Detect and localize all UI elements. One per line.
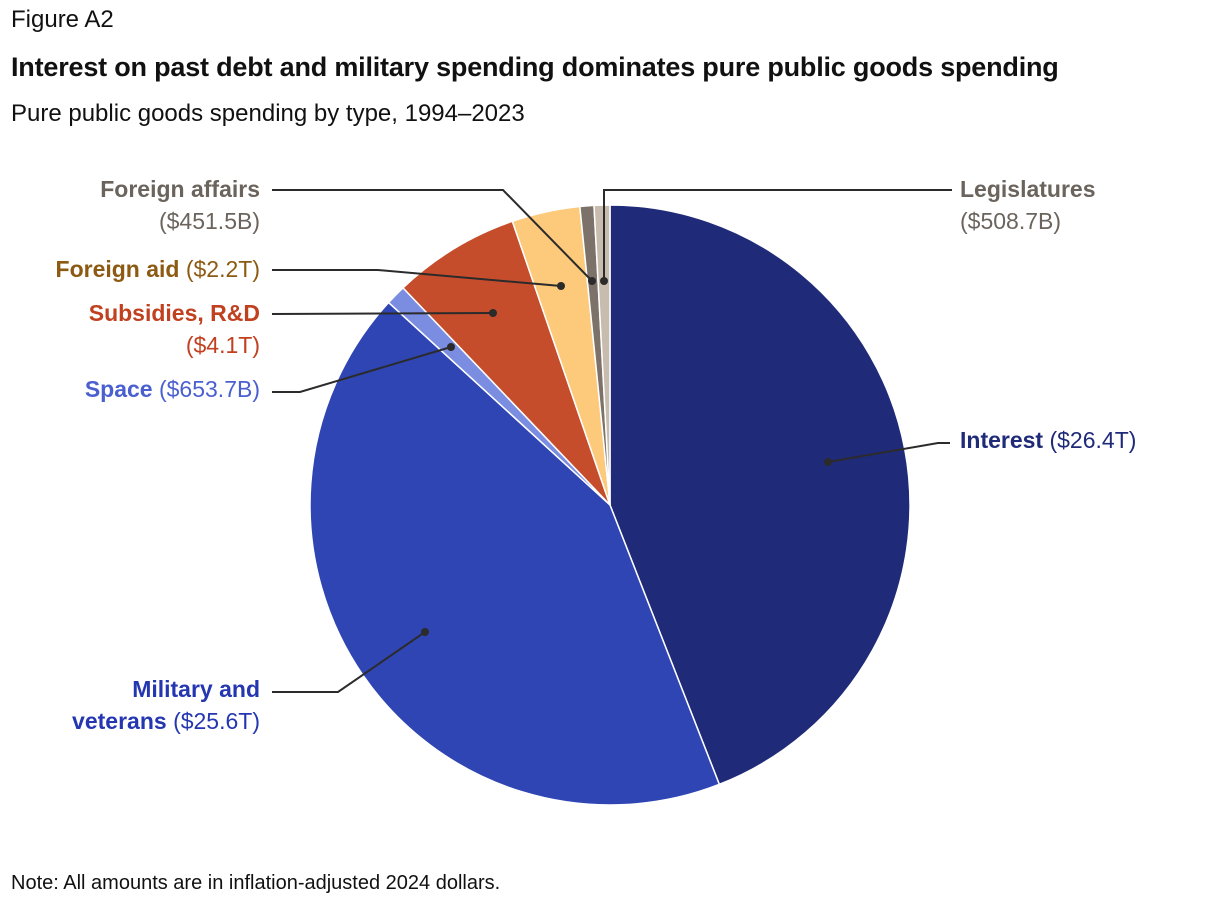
chart-subtitle: Pure public goods spending by type, 1994… xyxy=(11,100,525,127)
leader-line-foreign-aid xyxy=(272,269,562,287)
leader-dot-legislatures xyxy=(600,277,608,285)
chart-title: Interest on past debt and military spend… xyxy=(11,52,1059,82)
label-military: Military and veterans ($25.6T) xyxy=(72,676,260,734)
label-foreign-aid: Foreign aid ($2.2T) xyxy=(55,256,260,282)
leader-line-subsidies xyxy=(271,312,494,315)
label-interest: Interest ($26.4T) xyxy=(960,427,1137,453)
leader-dot-space xyxy=(447,343,455,351)
label-legislatures: Legislatures ($508.7B) xyxy=(960,176,1096,234)
leader-dot-foreign-affairs xyxy=(588,277,596,285)
leader-line-interest xyxy=(827,442,950,463)
pie-slice-subsidies-r-d xyxy=(401,220,611,506)
label-space: Space ($653.7B) xyxy=(84,376,260,402)
leader-dot-military xyxy=(421,628,429,636)
figure-label: Figure A2 xyxy=(11,6,114,33)
leader-line-foreign-affairs xyxy=(272,189,593,282)
leader-dot-foreign-aid xyxy=(557,282,565,290)
leader-dot-subsidies xyxy=(489,309,497,317)
leader-line-legislatures xyxy=(603,189,952,281)
label-foreign-affairs: Foreign affairs ($451.5B) xyxy=(100,176,260,234)
leader-dot-interest xyxy=(824,458,832,466)
chart-note: Note: All amounts are in inflation-adjus… xyxy=(11,872,501,894)
leader-line-space xyxy=(272,346,452,393)
leader-line-military xyxy=(272,631,426,693)
label-subsidies: Subsidies, R&D ($4.1T) xyxy=(88,300,260,358)
